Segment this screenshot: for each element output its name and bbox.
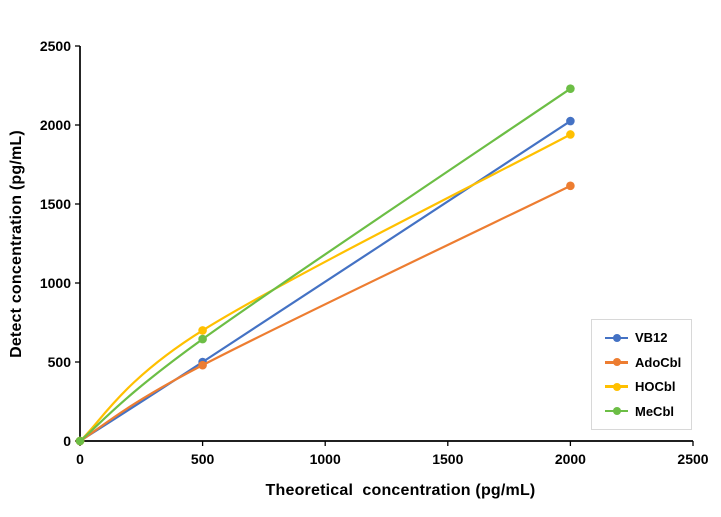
- legend-label: VB12: [635, 330, 668, 346]
- legend-marker-mecbl-icon: [605, 407, 628, 416]
- legend-label: AdoCbl: [635, 354, 682, 370]
- x-tick-label: 1000: [310, 451, 341, 467]
- x-tick-label: 500: [191, 451, 215, 467]
- y-tick-label: 2000: [40, 117, 71, 133]
- series-line-hocbl: [78, 133, 572, 443]
- legend-label: HOCbl: [635, 379, 676, 395]
- x-tick-label: 2500: [677, 451, 708, 467]
- y-tick-label: 1500: [40, 196, 71, 212]
- x-axis-title: Theoretical concentration (pg/mL): [265, 482, 536, 499]
- legend-item-adocbl: AdoCbl: [605, 356, 691, 369]
- y-tick-label: 2500: [40, 38, 71, 54]
- legend-marker-hocbl-icon: [605, 382, 628, 391]
- x-tick-label: 2000: [555, 451, 586, 467]
- series-line-mecbl: [78, 87, 572, 443]
- y-tick-label: 0: [63, 433, 71, 449]
- legend-label: MeCbl: [635, 403, 674, 419]
- data-point-hocbl: [198, 326, 207, 335]
- series-line-vb12: [78, 119, 572, 443]
- legend-item-hocbl: HOCbl: [605, 380, 691, 393]
- x-tick-label: 0: [76, 451, 84, 467]
- data-point-mecbl: [198, 334, 207, 344]
- x-tick-label: 1500: [432, 451, 463, 467]
- data-point-hocbl: [566, 130, 575, 139]
- data-point-adocbl: [198, 360, 207, 370]
- series-line-adocbl: [78, 184, 572, 443]
- y-tick-label: 500: [48, 354, 72, 370]
- legend-item-mecbl: MeCbl: [605, 405, 691, 418]
- data-point-mecbl: [566, 84, 575, 93]
- y-axis-title: Detect concentration (pg/mL): [8, 130, 25, 358]
- legend-marker-adocbl-icon: [605, 358, 628, 367]
- data-point-vb12: [566, 116, 575, 126]
- y-tick-label: 1000: [40, 275, 71, 291]
- legend-item-vb12: VB12: [605, 331, 691, 344]
- data-point-mecbl: [75, 436, 85, 446]
- legend: VB12 AdoCbl HOCbl MeCbl: [591, 319, 692, 430]
- legend-marker-vb12-icon: [605, 333, 628, 342]
- data-point-adocbl: [566, 181, 575, 191]
